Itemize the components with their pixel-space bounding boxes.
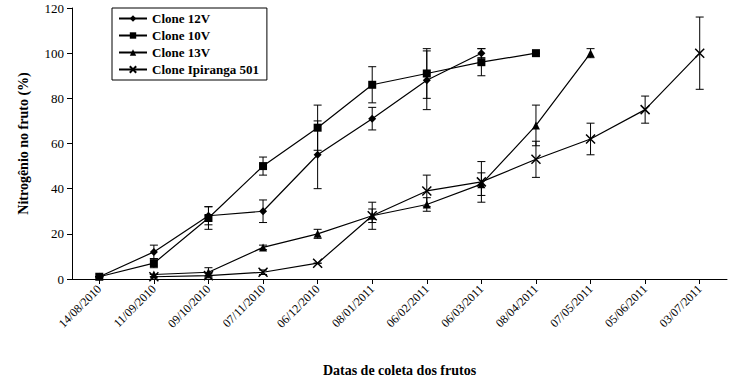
svg-text:120: 120: [45, 1, 65, 16]
svg-text:07/11/2010: 07/11/2010: [220, 282, 268, 330]
svg-text:08/01/2011: 08/01/2011: [329, 282, 377, 330]
svg-text:Clone 13V: Clone 13V: [152, 45, 211, 60]
svg-text:09/10/2010: 09/10/2010: [165, 282, 214, 331]
svg-text:08/04/2011: 08/04/2011: [493, 282, 541, 330]
svg-text:Clone 10V: Clone 10V: [152, 28, 211, 43]
svg-text:06/02/2011: 06/02/2011: [384, 282, 432, 330]
svg-text:0: 0: [58, 272, 65, 287]
svg-text:Clone 12V: Clone 12V: [152, 11, 211, 26]
svg-text:Clone Ipiranga 501: Clone Ipiranga 501: [152, 62, 259, 77]
svg-text:06/12/2010: 06/12/2010: [274, 282, 323, 331]
svg-text:11/09/2010: 11/09/2010: [111, 282, 159, 330]
svg-text:05/06/2011: 05/06/2011: [602, 282, 650, 330]
svg-text:Datas de coleta dos frutos: Datas de coleta dos frutos: [323, 363, 477, 378]
svg-text:100: 100: [45, 46, 65, 61]
svg-text:14/08/2010: 14/08/2010: [56, 282, 105, 331]
svg-text:03/07/2011: 03/07/2011: [656, 282, 704, 330]
svg-text:80: 80: [51, 91, 64, 106]
svg-text:06/03/2011: 06/03/2011: [438, 282, 486, 330]
svg-text:Nitrogênio no fruto (%): Nitrogênio no fruto (%): [16, 72, 32, 215]
svg-text:60: 60: [51, 136, 64, 151]
svg-text:40: 40: [51, 181, 64, 196]
svg-text:20: 20: [51, 226, 64, 241]
svg-text:07/05/2011: 07/05/2011: [547, 282, 595, 330]
